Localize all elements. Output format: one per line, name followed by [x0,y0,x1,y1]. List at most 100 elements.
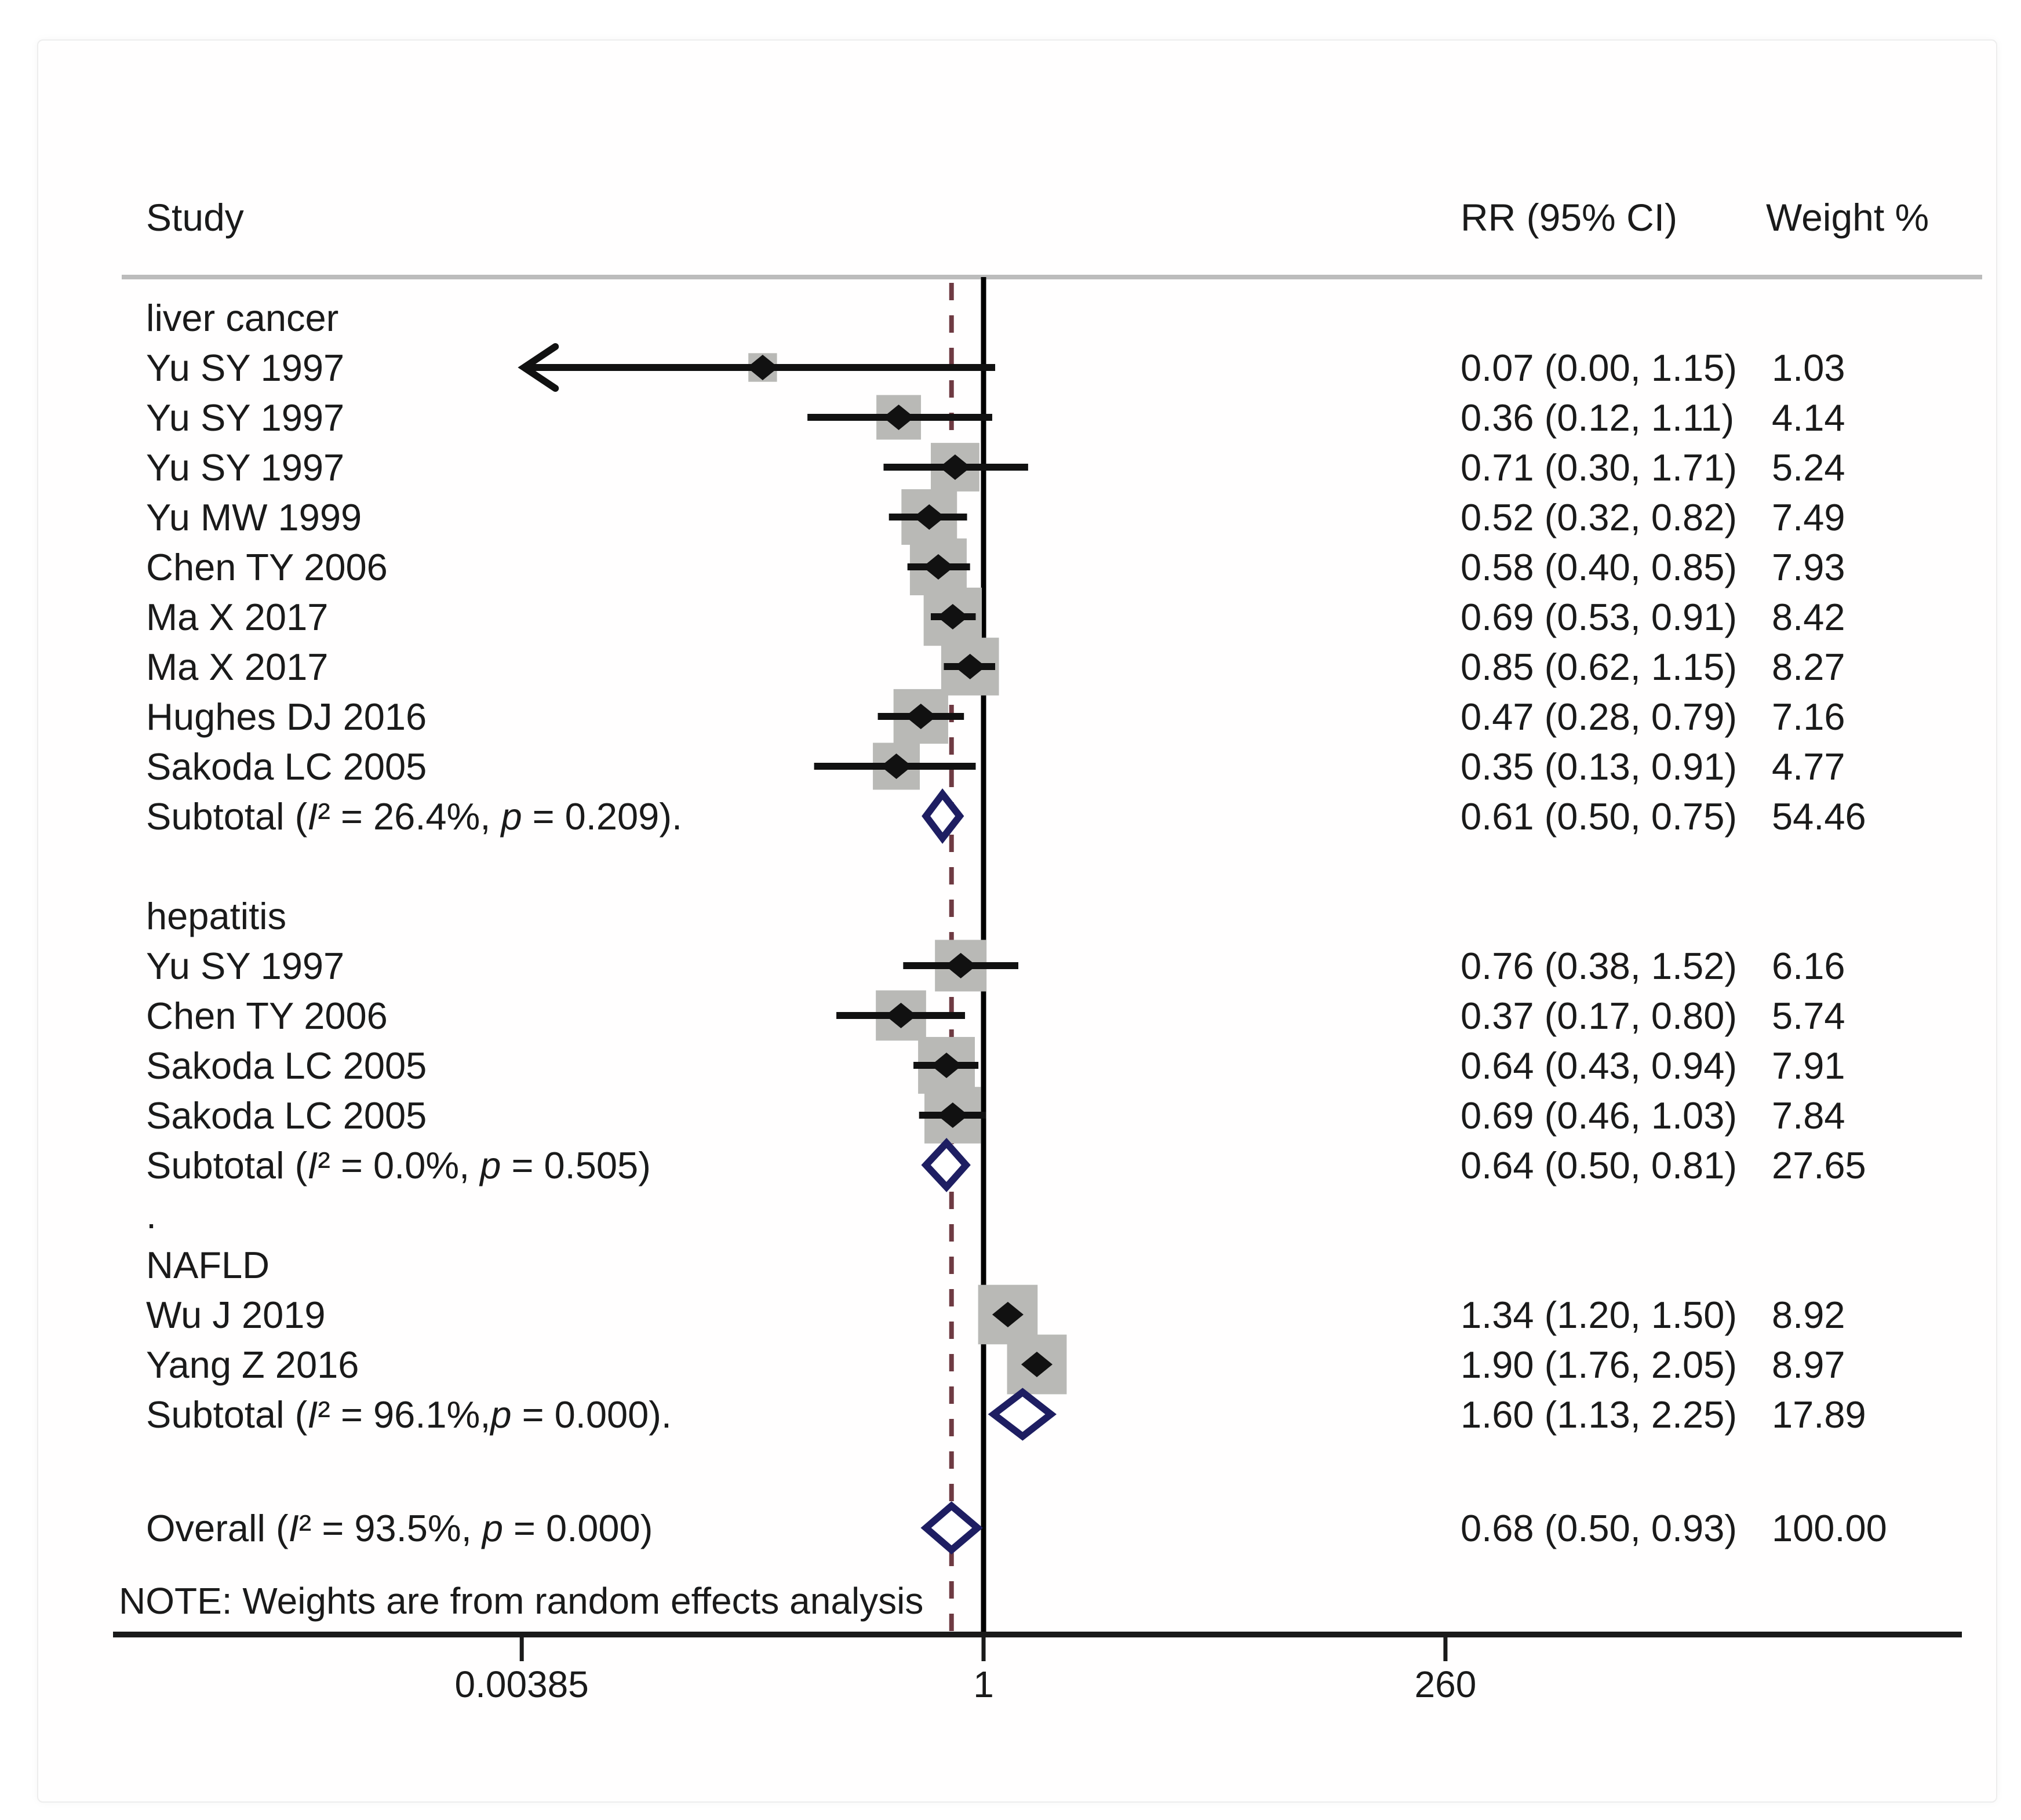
study-row: Yu SY 1997 0.76 (0.38, 1.52) 6.16 [146,945,1845,987]
study-row: Yu SY 1997 0.36 (0.12, 1.11) 4.14 [146,396,1845,439]
rr-value: 0.35 (0.13, 0.91) [1461,745,1737,788]
study-label: Sakoda LC 2005 [146,1094,427,1137]
study-label: Chen TY 2006 [146,995,388,1037]
overall-label: Overall (I² = 93.5%, p = 0.000) [146,1507,653,1549]
weight-value: 5.74 [1772,995,1845,1037]
point-marker [937,1102,968,1128]
column-header-study: Study [146,196,244,239]
group-header-label: NAFLD [146,1244,270,1286]
weight-value: 7.91 [1772,1044,1845,1087]
point-marker [945,953,977,978]
subtotal-diamond [988,1388,1057,1441]
weight-value: 5.24 [1772,446,1845,489]
overall-row: Overall (I² = 93.5%, p = 0.000) 0.68 (0.5… [146,1507,1887,1549]
subtotal-label: Subtotal (I² = 0.0%, p = 0.505) [146,1144,651,1186]
weight-value: 7.16 [1772,696,1845,738]
point-marker [905,704,937,729]
point-marker [922,554,954,580]
point-marker [992,1302,1024,1327]
rr-value: 0.68 (0.50, 0.93) [1461,1507,1737,1549]
rr-value: 0.85 (0.62, 1.15) [1461,646,1737,688]
study-row: Sakoda LC 2005 0.69 (0.46, 1.03) 7.84 [146,1094,1845,1137]
point-marker [954,654,986,679]
subtotal-diamond [922,788,964,844]
study-label: Sakoda LC 2005 [146,1044,427,1087]
study-row: Sakoda LC 2005 0.35 (0.13, 0.91) 4.77 [146,745,1845,788]
study-row: Ma X 2017 0.85 (0.62, 1.15) 8.27 [146,646,1845,688]
subtotal-label: Subtotal (I² = 26.4%, p = 0.209). [146,795,682,838]
ci-clip-arrow-icon [518,343,559,392]
weight-value: 4.77 [1772,745,1845,788]
markers-layer [747,355,1053,1377]
rr-value: 0.07 (0.00, 1.15) [1461,347,1737,389]
subtotal-row: Subtotal (I² = 96.1%,p = 0.000). 1.60 (1.… [146,1393,1866,1436]
column-header-weight: Weight % [1766,196,1929,239]
study-label: Yu SY 1997 [146,945,344,987]
study-label: Yang Z 2016 [146,1344,359,1386]
rr-value: 1.34 (1.20, 1.50) [1461,1294,1737,1336]
weight-value: 54.46 [1772,795,1866,838]
study-label: Chen TY 2006 [146,546,388,588]
study-row: Yu SY 1997 0.07 (0.00, 1.15) 1.03 [146,347,1845,389]
group-header: hepatitis [146,895,286,937]
study-row: Chen TY 2006 0.58 (0.40, 0.85) 7.93 [146,546,1845,588]
squares-layer [748,353,1067,1395]
weight-value: 1.03 [1772,347,1845,389]
study-row: Ma X 2017 0.69 (0.53, 0.91) 8.42 [146,596,1845,638]
weight-value: 7.93 [1772,546,1845,588]
weight-value: 17.89 [1772,1393,1866,1436]
column-header-rr: RR (95% CI) [1461,196,1678,239]
point-marker [1021,1352,1053,1377]
study-row: Yang Z 2016 1.90 (1.76, 2.05) 8.97 [146,1344,1845,1386]
study-label: Ma X 2017 [146,596,328,638]
weight-value: 7.49 [1772,496,1845,538]
rr-value: 0.69 (0.53, 0.91) [1461,596,1737,638]
study-row: Yu MW 1999 0.52 (0.32, 0.82) 7.49 [146,496,1845,538]
point-marker [883,405,915,430]
study-row: Hughes DJ 2016 0.47 (0.28, 0.79) 7.16 [146,696,1845,738]
rr-value: 0.37 (0.17, 0.80) [1461,995,1737,1037]
weight-value: 8.27 [1772,646,1845,688]
weight-value: 8.42 [1772,596,1845,638]
note-text: NOTE: Weights are from random effects an… [119,1580,924,1622]
group-header-label: liver cancer [146,297,338,339]
axis-tick-label: 1 [973,1664,994,1705]
diamonds-layer [920,788,1057,1555]
point-marker [747,355,778,380]
point-marker [937,604,968,629]
study-row: Yu SY 1997 0.71 (0.30, 1.71) 5.24 [146,446,1845,489]
study-label: Yu SY 1997 [146,446,344,489]
rr-value: 0.64 (0.43, 0.94) [1461,1044,1737,1087]
study-row: Sakoda LC 2005 0.64 (0.43, 0.94) 7.91 [146,1044,1845,1087]
study-label: Ma X 2017 [146,646,328,688]
weight-value: 7.84 [1772,1094,1845,1137]
point-marker [880,754,912,779]
weight-value: 8.92 [1772,1294,1845,1336]
study-label: Yu SY 1997 [146,396,344,439]
weight-value: 100.00 [1772,1507,1887,1549]
rr-value: 0.52 (0.32, 0.82) [1461,496,1737,538]
weight-value: 6.16 [1772,945,1845,987]
rr-value: 0.58 (0.40, 0.85) [1461,546,1737,588]
study-label: Yu SY 1997 [146,347,344,389]
group-header-label: hepatitis [146,895,286,937]
point-marker [885,1003,917,1028]
point-marker [913,504,945,530]
subtotal-row: Subtotal (I² = 26.4%, p = 0.209). 0.61 (0… [146,795,1866,838]
weight-value: 8.97 [1772,1344,1845,1386]
study-label: Yu MW 1999 [146,496,362,538]
axis-tick-label: 0.00385 [455,1664,589,1705]
rr-value: 1.60 (1.13, 2.25) [1461,1393,1737,1436]
plot-card [37,39,1997,1803]
overall-diamond [920,1501,983,1555]
weight-value: 4.14 [1772,396,1845,439]
rr-value: 0.71 (0.30, 1.71) [1461,446,1737,489]
rr-value: 1.90 (1.76, 2.05) [1461,1344,1737,1386]
axis-tick-label: 260 [1415,1664,1477,1705]
rr-value: 0.47 (0.28, 0.79) [1461,696,1737,738]
subtotal-diamond [921,1138,971,1192]
study-row: Wu J 2019 1.34 (1.20, 1.50) 8.92 [146,1294,1845,1336]
group-header: liver cancer [146,297,338,339]
